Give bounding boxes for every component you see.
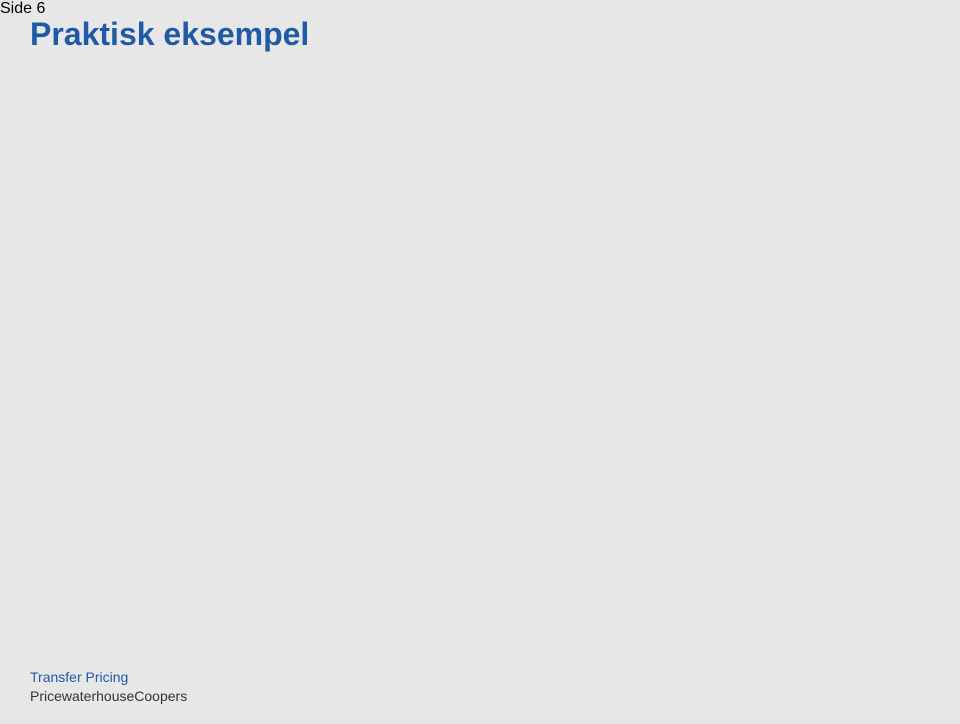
footer-line2: PricewaterhouseCoopers: [30, 687, 187, 706]
org-diagram: [0, 0, 960, 724]
footer-page-number: Side 6: [0, 0, 45, 18]
footer-left: Transfer Pricing PricewaterhouseCoopers: [30, 668, 187, 706]
footer-line1: Transfer Pricing: [30, 668, 187, 687]
